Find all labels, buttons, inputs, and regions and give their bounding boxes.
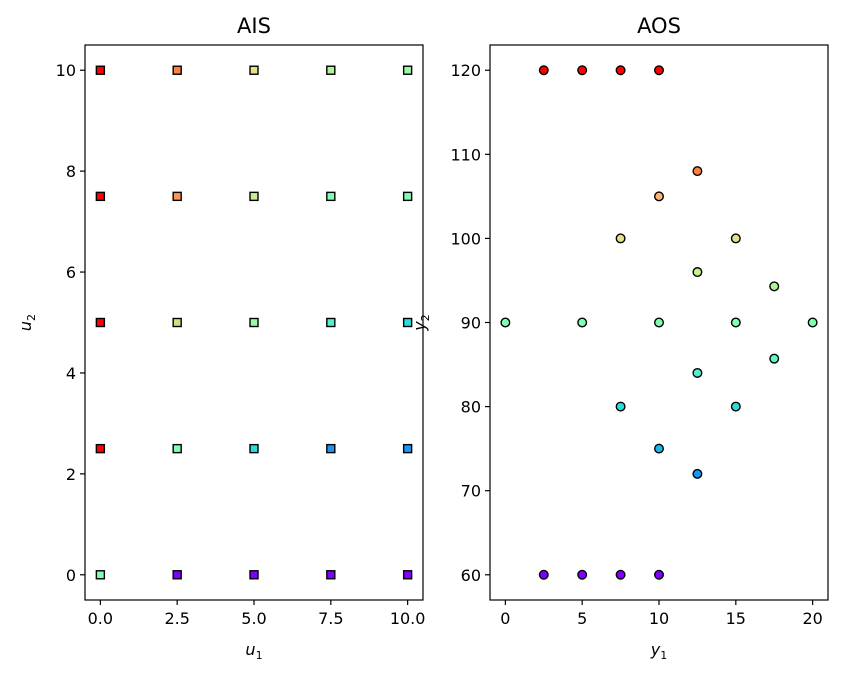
aos-point — [654, 191, 665, 202]
aos-xlabel-sub: 1 — [660, 649, 667, 662]
ais-ytick-label: 8 — [66, 162, 76, 181]
ais-point — [249, 317, 259, 328]
ais-point — [172, 570, 182, 580]
aos-point — [654, 65, 665, 76]
ais-point — [95, 65, 106, 75]
aos-point — [654, 443, 665, 454]
aos-ytick-label: 70 — [461, 482, 481, 501]
ais-point — [95, 570, 106, 580]
aos-point — [615, 233, 626, 244]
ais-point — [402, 570, 413, 580]
ais-xlabel-main: u — [245, 640, 255, 659]
aos-ytick-label: 90 — [461, 314, 481, 333]
aos-xtick-label: 20 — [802, 609, 822, 628]
aos-point — [615, 65, 626, 76]
aos-xtick-label: 10 — [649, 609, 669, 628]
aos-point — [730, 317, 741, 328]
aos-xtick-label: 0 — [500, 609, 510, 628]
aos-point — [769, 281, 780, 292]
ais-point — [249, 443, 259, 454]
aos-point — [692, 468, 703, 479]
aos-xlabel-main: y — [650, 640, 661, 659]
ais-point — [95, 443, 106, 454]
aos-point — [654, 569, 665, 580]
aos-ytick-label: 120 — [450, 61, 481, 80]
ais-point — [95, 191, 106, 202]
ais-xtick-label: 5.0 — [241, 609, 266, 628]
aos-ytick-label: 110 — [450, 145, 481, 164]
aos-point — [807, 317, 818, 328]
aos-ytick-label: 60 — [461, 566, 481, 585]
ais-point — [172, 65, 182, 75]
aos-point — [730, 233, 741, 244]
aos-ylabel-main: y — [410, 321, 429, 332]
ais-point — [249, 570, 259, 580]
ais-ylabel-main: u — [16, 321, 35, 331]
ais-point — [326, 65, 336, 75]
ais-xlabel: u1 — [245, 640, 262, 662]
ais-point — [249, 191, 259, 202]
ais-xtick-label: 7.5 — [318, 609, 343, 628]
ais-ytick-label: 6 — [66, 263, 76, 282]
ais-point — [172, 317, 182, 328]
aos-ylabel: y2 — [410, 314, 432, 331]
aos-point — [577, 569, 588, 580]
ais-point — [402, 443, 413, 454]
ais-point — [402, 317, 413, 328]
aos-ytick-label: 80 — [461, 398, 481, 417]
ais-axes-frame — [84, 44, 424, 601]
aos-point — [654, 317, 665, 328]
ais-ytick-label: 2 — [66, 465, 76, 484]
ais-ytick-label: 4 — [66, 364, 76, 383]
ais-title: AIS — [237, 14, 271, 38]
aos-xlabel: y1 — [650, 640, 667, 662]
aos-ylabel-sub: 2 — [419, 314, 432, 321]
aos-point — [730, 401, 741, 412]
ais-point — [172, 443, 182, 454]
aos-axes-frame — [489, 44, 829, 601]
ais-point — [326, 443, 336, 454]
aos-xtick-label: 5 — [577, 609, 587, 628]
ais-xtick-label: 2.5 — [164, 609, 189, 628]
aos-ytick-label: 100 — [450, 229, 481, 248]
ais-xlabel-sub: 1 — [256, 649, 263, 662]
ais-ylabel: u2 — [16, 314, 38, 331]
ais-ytick-label: 0 — [66, 566, 76, 585]
ais-point — [95, 317, 106, 328]
ais-xtick-label: 0.0 — [88, 609, 113, 628]
aos-point — [692, 267, 703, 278]
ais-xtick-label: 10.0 — [390, 609, 426, 628]
aos-point — [615, 401, 626, 412]
aos-point — [615, 569, 626, 580]
aos-point — [692, 166, 703, 177]
aos-title: AOS — [637, 14, 681, 38]
ais-point — [402, 191, 413, 202]
aos-point — [577, 317, 588, 328]
aos-xtick-label: 15 — [726, 609, 746, 628]
ais-point — [172, 191, 182, 202]
aos-point — [538, 569, 549, 580]
aos-point — [577, 65, 588, 76]
aos-point — [692, 367, 703, 378]
ais-point — [402, 65, 413, 75]
ais-point — [326, 570, 336, 580]
aos-point — [500, 317, 511, 328]
aos-point — [769, 353, 780, 364]
aos-point — [538, 65, 549, 76]
ais-ytick-label: 10 — [56, 61, 76, 80]
ais-ylabel-sub: 2 — [25, 314, 38, 321]
ais-point — [326, 317, 336, 328]
ais-point — [249, 65, 259, 75]
ais-point — [326, 191, 336, 202]
